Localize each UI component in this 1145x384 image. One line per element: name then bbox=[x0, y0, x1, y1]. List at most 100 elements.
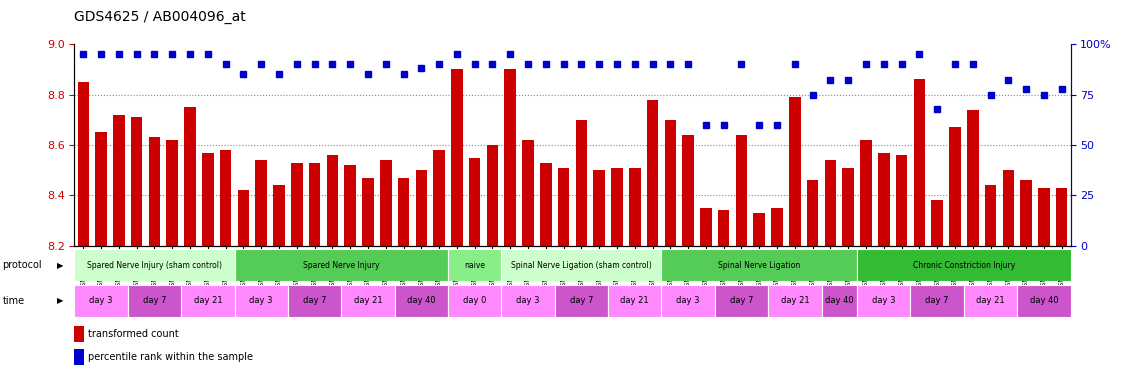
Text: day 7: day 7 bbox=[302, 296, 326, 305]
Bar bbox=[985, 185, 996, 246]
Text: day 3: day 3 bbox=[516, 296, 539, 305]
Bar bbox=[611, 168, 623, 246]
Bar bbox=[964, 285, 1017, 317]
Bar bbox=[202, 152, 214, 246]
Bar bbox=[1003, 170, 1014, 246]
Bar bbox=[843, 168, 854, 246]
Text: day 40: day 40 bbox=[826, 296, 854, 305]
Bar bbox=[895, 155, 907, 246]
Bar bbox=[395, 285, 448, 317]
Text: GDS4625 / AB004096_at: GDS4625 / AB004096_at bbox=[74, 10, 246, 23]
Bar bbox=[824, 160, 836, 246]
Text: naive: naive bbox=[464, 261, 485, 270]
Text: day 21: day 21 bbox=[354, 296, 382, 305]
Bar bbox=[608, 285, 662, 317]
Bar bbox=[220, 150, 231, 246]
Text: day 40: day 40 bbox=[406, 296, 435, 305]
Bar bbox=[502, 249, 662, 281]
Text: time: time bbox=[2, 296, 24, 306]
Text: day 3: day 3 bbox=[677, 296, 700, 305]
Text: ▶: ▶ bbox=[57, 296, 64, 305]
Bar bbox=[629, 168, 640, 246]
Text: day 21: day 21 bbox=[781, 296, 810, 305]
Bar bbox=[910, 285, 964, 317]
Bar bbox=[662, 285, 714, 317]
Text: protocol: protocol bbox=[2, 260, 42, 270]
Bar bbox=[74, 285, 128, 317]
Bar bbox=[74, 249, 235, 281]
Bar bbox=[714, 285, 768, 317]
Text: Chronic Constriction Injury: Chronic Constriction Injury bbox=[913, 261, 1014, 270]
Bar bbox=[416, 170, 427, 246]
Text: Spinal Nerve Ligation (sham control): Spinal Nerve Ligation (sham control) bbox=[511, 261, 652, 270]
Bar bbox=[448, 285, 502, 317]
Text: percentile rank within the sample: percentile rank within the sample bbox=[88, 352, 253, 362]
Bar bbox=[326, 155, 338, 246]
Bar bbox=[345, 165, 356, 246]
Text: Spared Nerve Injury: Spared Nerve Injury bbox=[303, 261, 379, 270]
Bar bbox=[1056, 188, 1067, 246]
Bar bbox=[433, 150, 445, 246]
Bar bbox=[128, 285, 181, 317]
Bar bbox=[558, 168, 569, 246]
Bar bbox=[502, 285, 554, 317]
Text: day 3: day 3 bbox=[872, 296, 895, 305]
Bar bbox=[166, 140, 177, 246]
Bar bbox=[931, 200, 943, 246]
Bar bbox=[789, 97, 800, 246]
Bar bbox=[291, 162, 302, 246]
Bar bbox=[238, 190, 250, 246]
Bar bbox=[860, 140, 871, 246]
Text: day 3: day 3 bbox=[250, 296, 273, 305]
Text: day 40: day 40 bbox=[1029, 296, 1058, 305]
Bar bbox=[505, 70, 516, 246]
Text: day 7: day 7 bbox=[925, 296, 949, 305]
Bar bbox=[274, 185, 285, 246]
Bar bbox=[736, 135, 748, 246]
Text: day 7: day 7 bbox=[570, 296, 593, 305]
Text: day 3: day 3 bbox=[89, 296, 113, 305]
Bar bbox=[287, 285, 341, 317]
Bar bbox=[772, 208, 783, 246]
Bar bbox=[113, 115, 125, 246]
Bar bbox=[522, 140, 534, 246]
Bar bbox=[664, 120, 676, 246]
Bar bbox=[95, 132, 106, 246]
Bar bbox=[593, 170, 605, 246]
Text: day 21: day 21 bbox=[194, 296, 222, 305]
Bar bbox=[149, 137, 160, 246]
Bar bbox=[309, 162, 321, 246]
Text: Spared Nerve Injury (sham control): Spared Nerve Injury (sham control) bbox=[87, 261, 222, 270]
Bar bbox=[184, 107, 196, 246]
Bar bbox=[822, 285, 858, 317]
Bar bbox=[1039, 188, 1050, 246]
Text: day 0: day 0 bbox=[463, 296, 487, 305]
Bar bbox=[362, 178, 373, 246]
Bar bbox=[647, 99, 658, 246]
Bar bbox=[380, 160, 392, 246]
Bar bbox=[682, 135, 694, 246]
Bar bbox=[554, 285, 608, 317]
Bar bbox=[181, 285, 235, 317]
Bar bbox=[1017, 285, 1071, 317]
Bar bbox=[718, 210, 729, 246]
Bar bbox=[662, 249, 858, 281]
Bar bbox=[700, 208, 712, 246]
Text: Spinal Nerve Ligation: Spinal Nerve Ligation bbox=[718, 261, 800, 270]
Bar bbox=[74, 349, 85, 365]
Bar bbox=[131, 117, 142, 246]
Bar bbox=[397, 178, 409, 246]
Bar bbox=[968, 110, 979, 246]
Text: day 7: day 7 bbox=[729, 296, 753, 305]
Bar bbox=[341, 285, 395, 317]
Bar bbox=[451, 70, 463, 246]
Bar bbox=[1020, 180, 1032, 246]
Bar bbox=[74, 326, 85, 342]
Text: ▶: ▶ bbox=[57, 261, 64, 270]
Bar bbox=[235, 249, 448, 281]
Bar bbox=[448, 249, 502, 281]
Bar bbox=[807, 180, 819, 246]
Bar bbox=[487, 145, 498, 246]
Text: day 21: day 21 bbox=[977, 296, 1005, 305]
Text: day 21: day 21 bbox=[621, 296, 649, 305]
